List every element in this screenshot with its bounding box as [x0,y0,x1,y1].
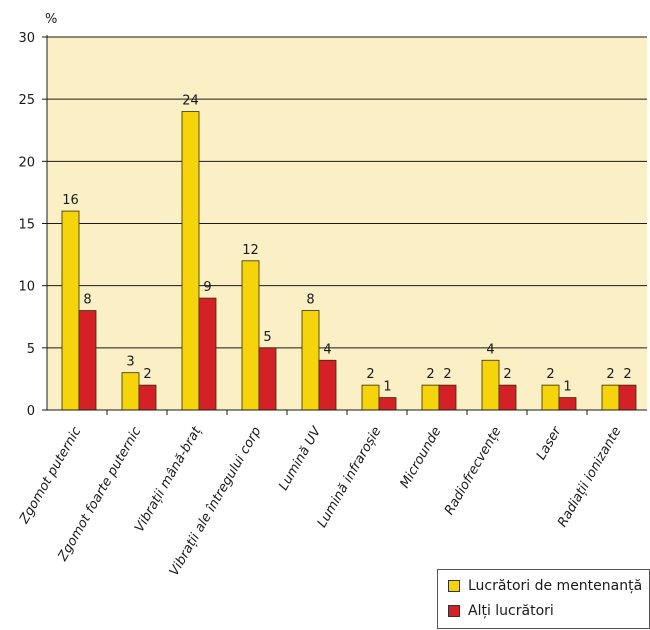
bar-series-0 [541,384,560,411]
data-label: 12 [242,243,259,258]
bar-series-1 [318,359,337,411]
bar-series-0 [301,310,320,411]
data-label: 8 [306,293,314,308]
data-label: 2 [546,367,554,382]
data-label: 8 [83,293,91,308]
legend: Lucrători de mentenanță Alți lucrători [437,569,650,629]
bar-series-1 [438,384,457,411]
data-label: 2 [143,367,151,382]
x-tick-label: Lumină UV [276,424,325,494]
bar-series-1 [498,384,517,411]
data-label: 4 [323,342,331,357]
data-label: 4 [486,342,494,357]
data-label: 1 [563,380,571,395]
bar-series-1 [378,397,397,411]
x-tick-label: Microunde [397,425,444,491]
bar-series-1 [138,384,157,411]
data-label: 2 [623,367,631,382]
data-label: 2 [606,367,614,382]
bar-series-0 [181,111,200,411]
y-tick-labels: 0 5 10 15 20 25 30 [18,31,47,419]
legend-item-other: Alți lucrători [448,603,554,619]
y-tick-label: 15 [18,218,35,233]
legend-swatch-maintenance [448,580,460,592]
bar-series-0 [361,384,380,411]
data-label: 2 [366,367,374,382]
x-tick-label: Radiații ionizante [555,425,624,530]
data-label: 16 [62,193,79,208]
bars [61,111,637,411]
bar-series-0 [61,210,80,411]
bar-series-0 [241,260,260,411]
data-label: 3 [126,355,134,370]
bar-series-1 [78,310,97,411]
x-tick-label: Radiofrecvențe [442,425,504,518]
x-tick-label: Vibrații mână-braț [132,424,205,535]
y-tick-label: 25 [18,93,35,108]
bar-series-0 [121,372,140,411]
y-tick-label: 30 [18,31,35,46]
x-tick-label: Lumină infraroșie [315,424,385,530]
legend-label-other: Alți lucrători [468,603,554,619]
legend-label-maintenance: Lucrători de mentenanță [468,578,643,594]
data-label: 24 [182,94,199,109]
bar-series-1 [258,347,277,411]
y-tick-label: 5 [27,342,35,357]
gridlines [47,36,647,349]
x-tick-label: Laser [534,423,565,463]
data-label: 9 [203,280,211,295]
data-label: 2 [503,367,511,382]
legend-swatch-other [448,605,460,617]
y-tick-label: 0 [27,404,35,419]
bar-series-1 [618,384,637,411]
legend-item-maintenance: Lucrători de mentenanță [448,578,642,594]
data-label: 1 [383,380,391,395]
bar-series-1 [198,297,217,411]
data-label: 2 [426,367,434,382]
y-tick-label: 10 [18,280,35,295]
bar-series-0 [481,359,500,411]
data-label: 2 [443,367,451,382]
bar-series-0 [601,384,620,411]
x-tick-label: Zgomot puternic [17,425,85,528]
bar-series-0 [421,384,440,411]
data-label: 5 [263,330,271,345]
bar-series-1 [558,397,577,411]
y-axis-unit-label: % [45,12,57,27]
y-tick-label: 20 [18,155,35,170]
